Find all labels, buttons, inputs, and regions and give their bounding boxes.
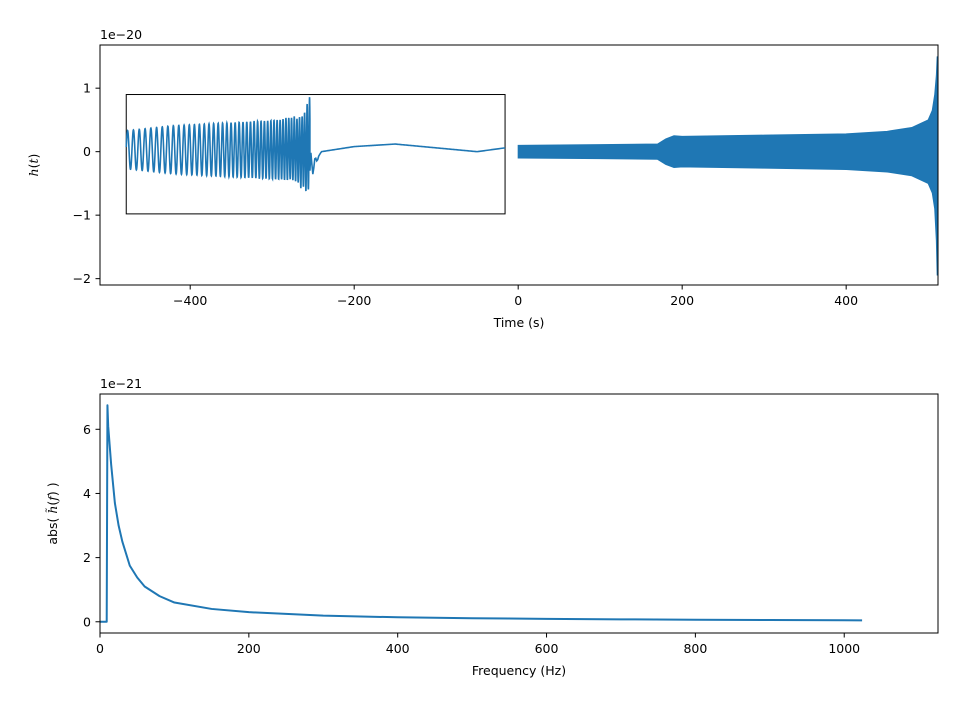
time-domain-panel: −400 −200 0 200 400 1 0 −1 −2 Time (s) h(t) 1e−… xyxy=(26,27,939,330)
y-label-symbol: h xyxy=(26,168,41,176)
frequency-domain-plot-area xyxy=(100,404,863,623)
y-tick-label: −1 xyxy=(73,208,91,223)
time-domain-axes-frame xyxy=(99,44,939,286)
y-label-prefix: abs( xyxy=(45,514,60,545)
time-domain-series-group xyxy=(125,56,938,276)
y-tick-label: −2 xyxy=(73,271,91,286)
y-tick-label: 2 xyxy=(83,550,91,565)
y-label-close: ) ) xyxy=(45,482,60,496)
y-tick-label: 0 xyxy=(83,614,91,629)
spectrum-series xyxy=(100,404,863,623)
x-tick-label: 200 xyxy=(670,293,694,308)
frequency-domain-y-ticks: 6 4 2 0 xyxy=(83,422,100,629)
y-label-argument: f xyxy=(45,494,60,502)
x-tick-label: 0 xyxy=(96,641,104,656)
frequency-domain-x-ticks: 0 200 400 600 800 1000 xyxy=(96,633,860,656)
inset-axes-frame xyxy=(125,94,506,215)
x-tick-label: 400 xyxy=(386,641,410,656)
y-tick-label: 1 xyxy=(83,81,91,96)
frequency-domain-panel: 0 200 400 600 800 1000 6 4 2 0 Frequency (Hz) ab… xyxy=(44,376,939,678)
x-tick-label: 0 xyxy=(514,293,522,308)
frequency-domain-y-axis-label: abs( h̃(f) ) xyxy=(44,482,60,544)
x-tick-label: 400 xyxy=(834,293,858,308)
y-label-paren: ( xyxy=(26,163,41,168)
x-tick-label: −200 xyxy=(337,293,371,308)
time-domain-offset-text: 1e−20 xyxy=(100,27,142,42)
y-tick-label: 6 xyxy=(83,422,91,437)
strain-series xyxy=(517,56,938,276)
time-domain-x-axis-label: Time (s) xyxy=(493,315,545,330)
inset-strain-series xyxy=(125,97,506,192)
x-tick-label: −400 xyxy=(173,293,207,308)
y-tick-label: 0 xyxy=(83,144,91,159)
y-tick-label: 4 xyxy=(83,486,91,501)
time-domain-y-ticks: 1 0 −1 −2 xyxy=(73,81,100,286)
time-domain-x-ticks: −400 −200 0 200 400 xyxy=(173,285,858,308)
y-label-paren: ( xyxy=(45,501,60,506)
time-domain-plot-area xyxy=(125,56,938,276)
x-tick-label: 200 xyxy=(237,641,261,656)
frequency-domain-axes-frame xyxy=(99,393,939,634)
y-label-argument: t xyxy=(26,157,41,163)
x-tick-label: 800 xyxy=(683,641,707,656)
time-domain-y-axis-label: h(t) xyxy=(26,154,41,177)
frequency-domain-x-axis-label: Frequency (Hz) xyxy=(472,663,566,678)
x-tick-label: 600 xyxy=(535,641,559,656)
y-label-symbol: h̃ xyxy=(44,506,60,514)
y-label-close: ) xyxy=(26,154,41,159)
x-tick-label: 1000 xyxy=(828,641,860,656)
frequency-domain-offset-text: 1e−21 xyxy=(100,376,142,391)
